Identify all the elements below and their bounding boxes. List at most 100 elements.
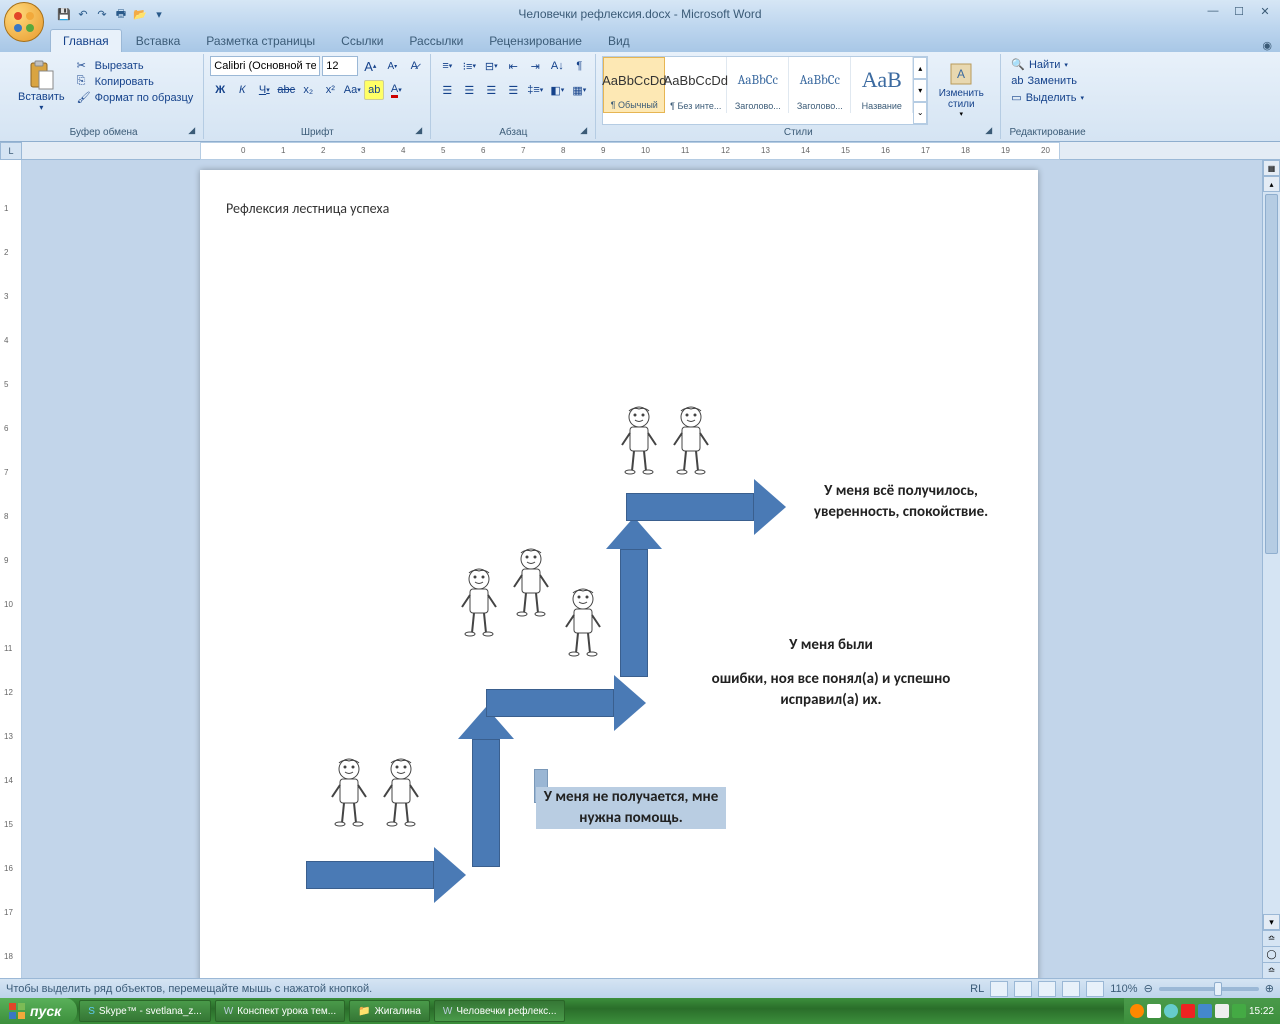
tab-home[interactable]: Главная <box>50 29 122 52</box>
tab-view[interactable]: Вид <box>596 30 642 52</box>
subscript-button[interactable]: x₂ <box>298 80 318 100</box>
task-skype[interactable]: SSkype™ - svetlana_z... <box>79 1000 211 1022</box>
system-tray[interactable]: 15:22 <box>1124 998 1280 1024</box>
view-draft[interactable] <box>1086 981 1104 997</box>
zoom-out[interactable]: ⊖ <box>1144 982 1153 995</box>
superscript-button[interactable]: x² <box>320 80 340 100</box>
font-launcher[interactable]: ◢ <box>415 125 427 137</box>
print-icon[interactable]: 🖶 <box>113 6 129 22</box>
zoom-in[interactable]: ⊕ <box>1265 982 1274 995</box>
tab-mailings[interactable]: Рассылки <box>397 30 475 52</box>
zoom-slider[interactable] <box>1159 987 1259 991</box>
figures-top[interactable] <box>616 405 714 475</box>
arrow-middle-right[interactable] <box>486 675 646 731</box>
next-page[interactable]: ≏ <box>1263 962 1280 978</box>
inc-indent-button[interactable]: ⇥ <box>525 56 545 76</box>
copy-button[interactable]: ⎘Копировать <box>73 74 198 90</box>
ruler-toggle[interactable]: ▦ <box>1263 160 1280 176</box>
view-full-reading[interactable] <box>1014 981 1032 997</box>
bold-button[interactable]: Ж <box>210 80 230 100</box>
start-button[interactable]: пуск <box>0 998 77 1024</box>
align-center-button[interactable]: ☰ <box>459 80 479 100</box>
scroll-thumb[interactable] <box>1265 194 1278 554</box>
grow-font-button[interactable]: A▴ <box>360 56 380 76</box>
view-outline[interactable] <box>1062 981 1080 997</box>
arrow-top-right[interactable] <box>626 479 786 535</box>
document-page[interactable]: Рефлексия лестница успеха <box>200 170 1038 978</box>
horizontal-ruler[interactable]: 01234567891011121314151617181920 <box>200 142 1060 160</box>
font-color-button[interactable]: A▾ <box>386 80 406 100</box>
align-right-button[interactable]: ☰ <box>481 80 501 100</box>
change-styles-button[interactable]: A Изменить стили ▾ <box>928 56 994 125</box>
style-title[interactable]: АаВНазвание <box>851 57 913 113</box>
browse-object[interactable]: ◯ <box>1263 946 1280 962</box>
office-button[interactable] <box>4 2 44 42</box>
scroll-up[interactable]: ▴ <box>1263 176 1280 192</box>
underline-button[interactable]: Ч▾ <box>254 80 274 100</box>
numbering-button[interactable]: ⁝≡▾ <box>459 56 479 76</box>
style-no-spacing[interactable]: AaBbCcDd¶ Без инте... <box>665 57 727 113</box>
replace-button[interactable]: abЗаменить <box>1007 73 1088 89</box>
figures-bottom[interactable] <box>326 757 424 827</box>
bullets-button[interactable]: ≡▾ <box>437 56 457 76</box>
change-case-button[interactable]: Aa▾ <box>342 80 362 100</box>
shading-button[interactable]: ◧▾ <box>547 80 567 100</box>
arrow-bottom-right[interactable] <box>306 847 466 903</box>
dec-indent-button[interactable]: ⇤ <box>503 56 523 76</box>
tab-selector[interactable]: L <box>0 142 22 160</box>
save-icon[interactable]: 💾 <box>56 6 72 22</box>
redo-icon[interactable]: ↷ <box>94 6 110 22</box>
align-left-button[interactable]: ☰ <box>437 80 457 100</box>
paragraph-launcher[interactable]: ◢ <box>580 125 592 137</box>
style-heading2[interactable]: AaBbCcЗаголово... <box>789 57 851 113</box>
justify-button[interactable]: ☰ <box>503 80 523 100</box>
arrow-middle-up[interactable] <box>606 517 662 677</box>
tray-icon[interactable] <box>1198 1004 1212 1018</box>
help-icon[interactable]: ◉ <box>1262 39 1280 52</box>
tab-layout[interactable]: Разметка страницы <box>194 30 327 52</box>
maximize-button[interactable]: ☐ <box>1228 2 1250 20</box>
borders-button[interactable]: ▦▾ <box>569 80 589 100</box>
vertical-scrollbar[interactable]: ▦ ▴ ▾ ≏ ◯ ≏ <box>1262 160 1280 978</box>
clear-format-button[interactable]: A̷ <box>404 56 424 76</box>
task-word1[interactable]: WКонспект урока тем... <box>215 1000 345 1022</box>
prev-page[interactable]: ≏ <box>1263 930 1280 946</box>
vertical-ruler[interactable]: 123456789101112131415161718 <box>0 160 22 978</box>
undo-icon[interactable]: ↶ <box>75 6 91 22</box>
cut-button[interactable]: ✂Вырезать <box>73 58 198 74</box>
arrow-bottom-up[interactable] <box>458 707 514 867</box>
open-icon[interactable]: 📂 <box>132 6 148 22</box>
font-name-select[interactable] <box>210 56 320 76</box>
minimize-button[interactable]: — <box>1202 2 1224 20</box>
language-indicator[interactable]: RL <box>970 983 984 995</box>
style-normal[interactable]: AaBbCcDd¶ Обычный <box>603 57 665 113</box>
tab-review[interactable]: Рецензирование <box>477 30 594 52</box>
format-painter-button[interactable]: 🖌Формат по образцу <box>73 90 198 106</box>
multilevel-button[interactable]: ⊟▾ <box>481 56 501 76</box>
view-web-layout[interactable] <box>1038 981 1056 997</box>
tray-icon[interactable] <box>1130 1004 1144 1018</box>
tray-icon[interactable] <box>1215 1004 1229 1018</box>
strike-button[interactable]: abc <box>276 80 296 100</box>
scroll-down[interactable]: ▾ <box>1263 914 1280 930</box>
highlight-button[interactable]: ab <box>364 80 384 100</box>
show-marks-button[interactable]: ¶ <box>569 56 589 76</box>
figures-middle[interactable] <box>456 567 606 657</box>
tab-references[interactable]: Ссылки <box>329 30 395 52</box>
font-size-select[interactable] <box>322 56 358 76</box>
view-print-layout[interactable] <box>990 981 1008 997</box>
zoom-level[interactable]: 110% <box>1110 983 1137 995</box>
italic-button[interactable]: К <box>232 80 252 100</box>
find-button[interactable]: 🔍Найти▾ <box>1007 56 1088 73</box>
styles-launcher[interactable]: ◢ <box>985 125 997 137</box>
tray-icon[interactable] <box>1164 1004 1178 1018</box>
style-gallery-scroll[interactable]: ▴▾⌄ <box>913 57 927 124</box>
tray-icon[interactable] <box>1147 1004 1161 1018</box>
tray-icon[interactable] <box>1232 1004 1246 1018</box>
clock[interactable]: 15:22 <box>1249 1006 1274 1017</box>
paste-button[interactable]: Вставить ▾ <box>10 56 73 125</box>
clipboard-launcher[interactable]: ◢ <box>188 125 200 137</box>
task-word2[interactable]: WЧеловечки рефлекс... <box>434 1000 566 1022</box>
task-folder[interactable]: 📁Жигалина <box>349 1000 430 1022</box>
line-spacing-button[interactable]: ‡≡▾ <box>525 80 545 100</box>
